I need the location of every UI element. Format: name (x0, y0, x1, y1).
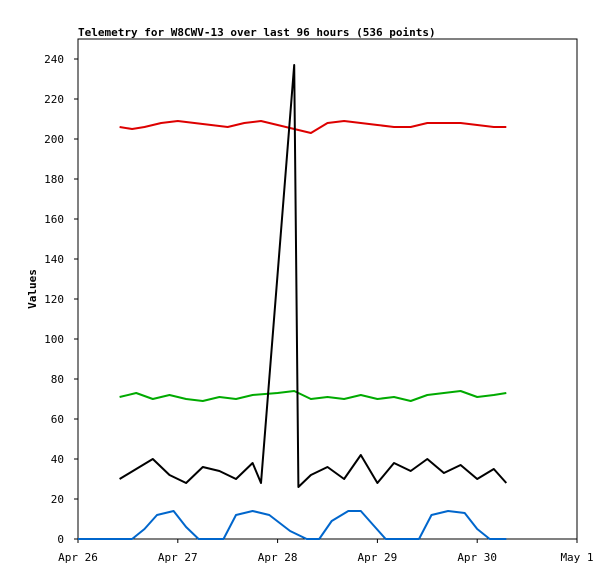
y-tick-label: 80 (51, 373, 64, 386)
x-tick-label: Apr 28 (258, 551, 298, 564)
y-tick-label: 0 (57, 533, 64, 546)
y-tick-label: 180 (44, 173, 64, 186)
y-tick-label: 140 (44, 253, 64, 266)
x-tick-label: May 1 (560, 551, 593, 564)
x-tick-label: Apr 30 (457, 551, 497, 564)
x-tick-label: Apr 26 (58, 551, 98, 564)
series-line-2 (119, 390, 507, 402)
y-tick-label: 220 (44, 93, 64, 106)
y-tick-label: 100 (44, 333, 64, 346)
y-tick-label: 120 (44, 293, 64, 306)
series-layer (78, 64, 508, 540)
series-line-1 (119, 120, 507, 134)
plot-area-frame (77, 38, 578, 540)
y-axis-ticks: 0 20 40 60 80 100 120 140 160 180 200 220 240 (44, 53, 78, 546)
y-tick-label: 60 (51, 413, 64, 426)
y-axis-label: Values (26, 269, 39, 309)
x-tick-label: Apr 27 (158, 551, 198, 564)
series-line-3 (119, 64, 508, 488)
y-tick-label: 20 (51, 493, 64, 506)
y-tick-label: 160 (44, 213, 64, 226)
x-axis-ticks: Apr 26 Apr 27 Apr 28 Apr 29 Apr 30 May 1 (58, 539, 594, 564)
y-tick-label: 200 (44, 133, 64, 146)
x-tick-label: Apr 29 (358, 551, 398, 564)
y-tick-label: 240 (44, 53, 64, 66)
series-line-4 (78, 510, 507, 540)
chart-title: Telemetry for W8CWV-13 over last 96 hour… (78, 26, 436, 39)
y-tick-label: 40 (51, 453, 64, 466)
